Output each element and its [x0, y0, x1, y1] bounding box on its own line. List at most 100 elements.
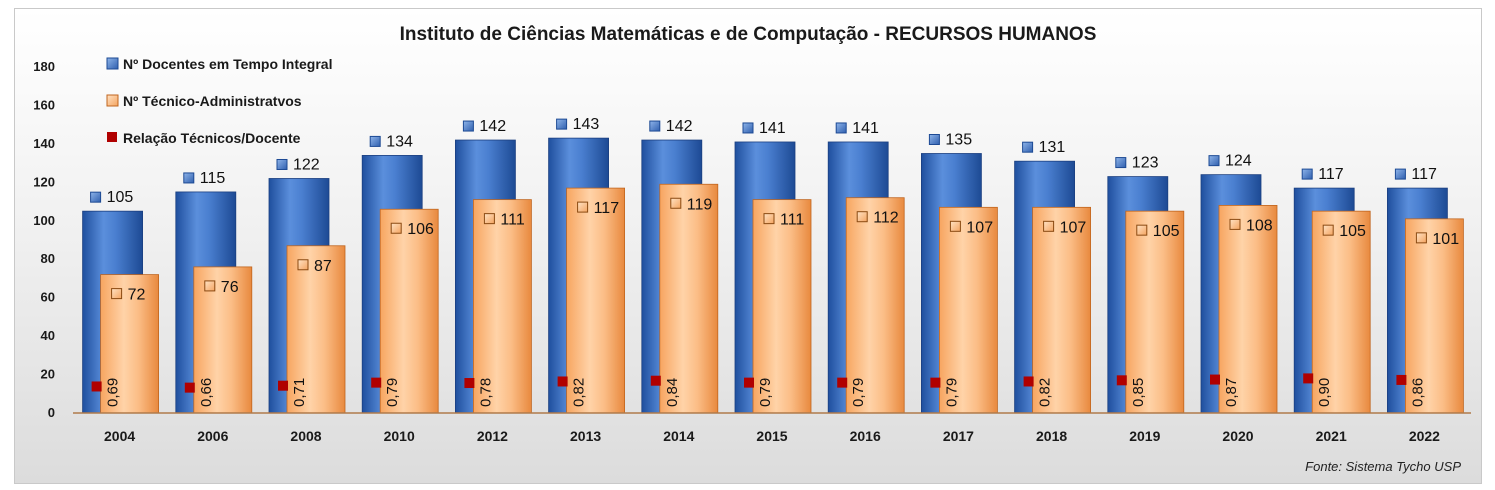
- tecnicos-label-marker: [1043, 220, 1055, 232]
- ratio-marker: [557, 376, 568, 387]
- bar-tecnicos: [659, 183, 719, 414]
- docentes-value-label: 117: [1318, 166, 1344, 183]
- x-tick-label: 2006: [197, 428, 228, 444]
- ratio-marker: [1023, 376, 1034, 387]
- tecnicos-label-marker: [1415, 232, 1427, 244]
- tecnicos-value-label: 117: [594, 200, 620, 217]
- tecnicos-value-label: 105: [1339, 223, 1366, 240]
- docentes-value-label: 142: [479, 118, 506, 135]
- x-tick-label: 2015: [756, 428, 787, 444]
- ratio-value-label: 0,71: [291, 378, 308, 407]
- ratio-value-label: 0,78: [477, 378, 494, 407]
- tecnicos-label-marker: [204, 280, 216, 292]
- data-labels: 105 72 0,69 115 76 0,66 122 87 0,71 134 106 0,79 142…: [90, 116, 1459, 407]
- x-tick-label: 2004: [104, 428, 135, 444]
- ratio-marker: [1396, 374, 1407, 385]
- x-tick-label: 2018: [1036, 428, 1067, 444]
- y-tick-label: 100: [33, 213, 55, 228]
- y-tick-label: 180: [33, 59, 55, 74]
- tecnicos-value-label: 107: [966, 219, 993, 236]
- legend-marker-relacao: [107, 132, 117, 142]
- ratio-value-label: 0,90: [1316, 378, 1333, 407]
- y-tick-label: 40: [41, 328, 55, 343]
- docentes-value-label: 131: [1039, 139, 1066, 156]
- tecnicos-value-label: 105: [1153, 223, 1180, 240]
- ratio-value-label: 0,82: [1037, 378, 1054, 407]
- tecnicos-value-label: 108: [1246, 217, 1273, 234]
- docentes-label-marker: [90, 191, 102, 203]
- y-axis: 0 20 40 60 80 100 120 140 160 180: [33, 59, 55, 420]
- x-tick-label: 2021: [1316, 428, 1347, 444]
- bar-tecnicos: [193, 266, 253, 414]
- y-tick-label: 120: [33, 174, 55, 189]
- docentes-value-label: 135: [945, 132, 972, 149]
- tecnicos-label-marker: [111, 288, 123, 300]
- tecnicos-value-label: 111: [780, 212, 804, 229]
- docentes-label-marker: [462, 120, 474, 132]
- y-tick-label: 160: [33, 97, 55, 112]
- ratio-marker: [464, 378, 475, 389]
- ratio-value-label: 0,79: [850, 378, 867, 407]
- y-tick-label: 0: [48, 405, 55, 420]
- tecnicos-label-marker: [1136, 224, 1148, 236]
- x-tick-label: 2016: [850, 428, 881, 444]
- docentes-label-marker: [183, 172, 195, 184]
- x-tick-label: 2012: [477, 428, 508, 444]
- x-tick-label: 2008: [290, 428, 321, 444]
- y-tick-label: 80: [41, 251, 55, 266]
- docentes-value-label: 122: [293, 156, 320, 173]
- ratio-value-label: 0,69: [105, 378, 122, 407]
- docentes-value-label: 141: [852, 120, 879, 137]
- bar-tecnicos: [100, 274, 159, 414]
- y-tick-label: 140: [33, 136, 55, 151]
- ratio-value-label: 0,87: [1223, 378, 1240, 407]
- docentes-label-marker: [369, 135, 381, 147]
- tecnicos-label-marker: [577, 201, 589, 213]
- bar-tecnicos: [1311, 210, 1371, 414]
- docentes-value-label: 141: [759, 120, 786, 137]
- x-tick-label: 2022: [1409, 428, 1440, 444]
- bar-tecnicos: [566, 187, 625, 414]
- tecnicos-value-label: 119: [687, 196, 713, 213]
- ratio-marker: [278, 380, 288, 391]
- docentes-label-marker: [556, 118, 568, 130]
- bar-tecnicos: [1125, 210, 1185, 414]
- ratio-marker: [91, 381, 102, 392]
- ratio-value-label: 0,86: [1409, 378, 1426, 407]
- legend: Nº Docentes em Tempo Integral Nº Técnico…: [106, 56, 332, 146]
- docentes-value-label: 142: [666, 118, 693, 135]
- tecnicos-value-label: 87: [314, 258, 332, 275]
- legend-item-docentes: Nº Docentes em Tempo Integral: [106, 56, 332, 72]
- legend-marker-docentes: [106, 57, 119, 70]
- ratio-value-label: 0,85: [1130, 378, 1147, 407]
- docentes-value-label: 143: [573, 116, 600, 133]
- tecnicos-value-label: 107: [1060, 219, 1087, 236]
- ratio-marker: [930, 377, 941, 388]
- docentes-label-marker: [1394, 168, 1406, 180]
- tecnicos-value-label: 112: [873, 210, 899, 227]
- bar-tecnicos: [845, 197, 905, 414]
- docentes-value-label: 115: [200, 170, 226, 187]
- ratio-marker: [371, 377, 382, 388]
- docentes-value-label: 124: [1225, 153, 1252, 170]
- chart-svg: Instituto de Ciências Matemáticas e de C…: [33, 24, 1471, 474]
- tecnicos-value-label: 72: [128, 287, 146, 304]
- docentes-value-label: 105: [107, 189, 134, 206]
- ratio-value-label: 0,79: [384, 378, 401, 407]
- x-tick-label: 2019: [1129, 428, 1160, 444]
- ratio-marker: [650, 375, 661, 386]
- tecnicos-label-marker: [949, 220, 961, 232]
- tecnicos-label-marker: [763, 213, 775, 225]
- chart-title: Instituto de Ciências Matemáticas e de C…: [400, 24, 1097, 45]
- bar-tecnicos: [379, 208, 439, 414]
- tecnicos-label-marker: [390, 222, 402, 234]
- docentes-label-marker: [1022, 141, 1034, 153]
- x-tick-label: 2020: [1222, 428, 1253, 444]
- bar-tecnicos: [286, 245, 346, 414]
- ratio-value-label: 0,82: [571, 378, 588, 407]
- docentes-label-marker: [742, 122, 754, 134]
- tecnicos-label-marker: [297, 259, 309, 271]
- bar-tecnicos: [939, 206, 998, 414]
- legend-item-relacao: Relação Técnicos/Docente: [107, 130, 301, 146]
- x-tick-label: 2014: [663, 428, 694, 444]
